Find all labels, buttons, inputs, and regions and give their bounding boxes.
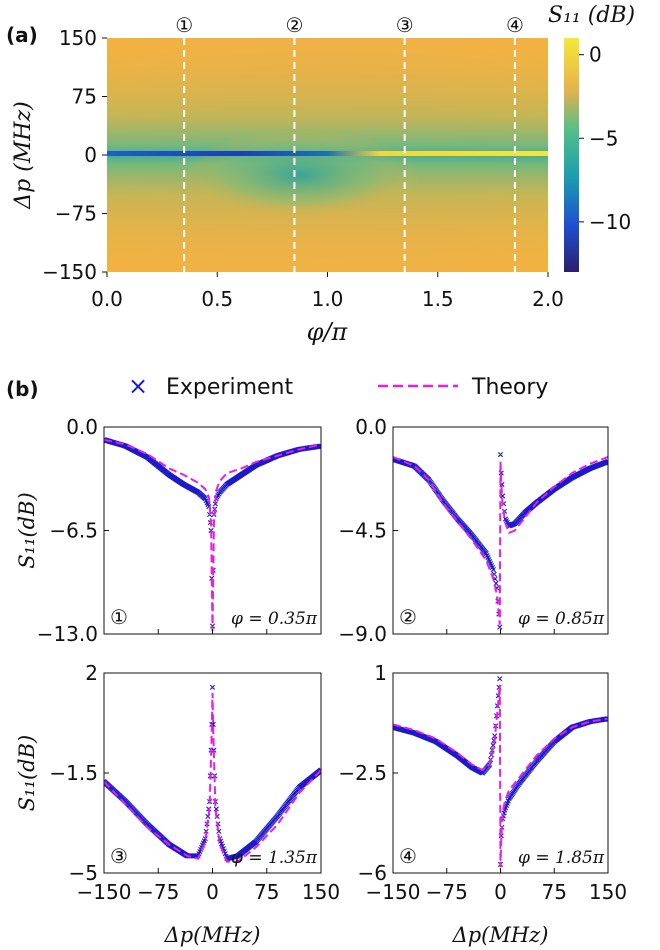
x-tick-label: 75 [254, 880, 279, 904]
heatmap-y-tick-label: 75 [72, 85, 97, 109]
colorbar-tick-label: −5 [589, 126, 618, 150]
legend: × Experiment Theory [128, 372, 548, 400]
y-tick-label: −4.5 [338, 519, 387, 543]
heatmap-x-tick-label: 1.0 [312, 287, 344, 311]
experiment-markers [104, 684, 321, 862]
y-tick-label: 0.0 [355, 415, 387, 439]
subplot-marker: ④ [399, 844, 417, 868]
x-tick-label: −150 [366, 880, 421, 904]
x-tick-label: 150 [589, 880, 627, 904]
experiment-series [104, 437, 321, 629]
heatmap-x-tick-label: 2.0 [532, 287, 564, 311]
theory-line [104, 438, 321, 631]
x-tick-label: 75 [542, 880, 567, 904]
y-axis-label: S₁₁(dB) [15, 735, 39, 811]
x-tick-label: 0 [206, 880, 219, 904]
heatmap-dip-region [180, 130, 420, 220]
heatmap-x-tick-label: 0.0 [91, 287, 123, 311]
y-tick-label: 0.0 [66, 415, 98, 439]
x-tick-label: −75 [137, 880, 179, 904]
y-tick-label: −9.0 [338, 622, 387, 646]
experiment-series [104, 684, 321, 862]
y-tick-label: −6 [358, 861, 387, 885]
legend-experiment-marker: × [128, 372, 148, 400]
theory-line [393, 684, 608, 868]
heatmap-marker-label: ② [285, 13, 303, 37]
heatmap-axes: ① ② ③ ④ 0.0 0.5 1.0 1.5 2.0 150 75 0 −75 −150 φ/π Δp (M… [11, 13, 564, 346]
heatmap-x-axis-label: φ/π [307, 318, 349, 346]
legend-experiment-label: Experiment [166, 375, 293, 400]
subplot-marker: ③ [110, 844, 128, 868]
colorbar-tick-label: −10 [589, 210, 631, 234]
heatmap-x-tick-label: 0.5 [201, 287, 233, 311]
heatmap-resonance-line [107, 151, 548, 156]
theory-line [104, 692, 321, 863]
subplot-marker: ② [399, 605, 417, 629]
legend-theory-label: Theory [471, 375, 548, 400]
x-tick-label: 150 [302, 880, 340, 904]
subplot-annotation: φ = 0.35π [231, 609, 318, 629]
y-tick-label: −6.5 [49, 519, 98, 543]
x-tick-label: −150 [77, 880, 132, 904]
x-axis-label: Δp(MHz) [164, 923, 261, 947]
subplot-2: 0.0 −4.5 −9.0 ② φ = 0.85π [338, 415, 609, 646]
panel-b-label: (b) [6, 377, 39, 401]
subplot-annotation: φ = 0.85π [518, 609, 605, 629]
subplot-3: 2 −1.5 −5−150 −75 0 75 150 ③ φ = 1.35π S₁₁(dB) Δp(… [15, 661, 340, 947]
x-tick-label: 0 [494, 880, 507, 904]
y-tick-label: −5 [69, 861, 98, 885]
colorbar-ticks: 0 −5 −10 [579, 43, 631, 234]
subplots: 0.0 −6.5 −13.0 ① φ = 0.35π S₁₁(dB) 0.0 −4.5 −9.0… [15, 415, 627, 947]
subplot-4: 1 −2.5 −6−150 −75 0 75 150 ④ φ = 1.85π Δp(MHz) [338, 661, 627, 947]
heatmap-marker-label: ③ [396, 13, 414, 37]
y-tick-label: −1.5 [49, 761, 98, 785]
x-tick-label: −75 [426, 880, 468, 904]
heatmap-y-tick-label: 0 [84, 143, 97, 167]
y-tick-label: −13.0 [37, 622, 98, 646]
heatmap-x-tick-label: 1.5 [422, 287, 454, 311]
subplot-1: 0.0 −6.5 −13.0 ① φ = 0.35π S₁₁(dB) [15, 415, 322, 646]
y-axis-label: S₁₁(dB) [15, 492, 39, 568]
theory-line [393, 455, 608, 625]
y-tick-label: 2 [85, 661, 98, 685]
heatmap-y-tick-label: −75 [55, 202, 97, 226]
colorbar-tick-label: 0 [589, 43, 602, 67]
colorbar [564, 38, 579, 272]
y-tick-label: −2.5 [338, 761, 387, 785]
heatmap-y-axis-label: Δp (MHz) [11, 101, 36, 209]
subplot-annotation: φ = 1.35π [231, 848, 318, 868]
colorbar-title: S₁₁ (dB) [548, 3, 635, 28]
x-axis-label: Δp(MHz) [452, 923, 549, 947]
subplot-marker: ① [110, 605, 128, 629]
panel-a-label: (a) [6, 23, 38, 47]
heatmap-y-tick-label: −150 [42, 260, 97, 284]
heatmap-marker-label: ① [175, 13, 193, 37]
heatmap-marker-label: ④ [506, 13, 524, 37]
heatmap-y-tick-label: 150 [59, 26, 97, 50]
y-tick-label: 1 [374, 661, 387, 685]
subplot-annotation: φ = 1.85π [518, 848, 605, 868]
experiment-markers [104, 437, 321, 629]
heatmap [107, 38, 548, 272]
